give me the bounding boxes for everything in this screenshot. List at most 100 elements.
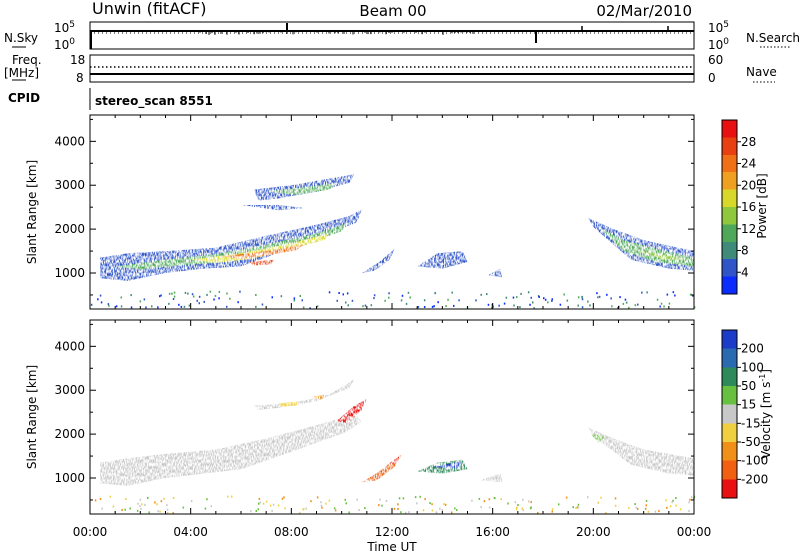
ground-speck [356, 498, 358, 501]
ground-speck [414, 496, 417, 499]
ground-speck [517, 504, 519, 506]
ground-speck [258, 502, 260, 505]
date-title: 02/Mar/2010 [596, 2, 692, 20]
ground-speck [505, 296, 508, 299]
ground-speck [342, 293, 344, 296]
colorbar-tick-label: -100 [741, 454, 768, 468]
ground-speck [100, 301, 103, 304]
ground-speck [338, 292, 340, 294]
echo-region [361, 453, 403, 483]
ground-speck [487, 303, 490, 306]
ground-speck [600, 496, 602, 499]
freq-tick-left-bottom: 8 [76, 71, 84, 85]
ground-speck [373, 297, 375, 300]
ground-speck [190, 500, 193, 503]
ground-speck [483, 500, 486, 503]
ground-speck [182, 506, 185, 509]
ground-speck [347, 304, 349, 307]
ground-speck [328, 291, 331, 294]
ground-speck [572, 506, 574, 509]
ground-speck [370, 304, 373, 307]
ground-speck [634, 503, 636, 506]
ground-speck [581, 296, 583, 299]
ground-speck [671, 501, 673, 504]
ground-speck [423, 299, 426, 302]
echo-region [100, 414, 362, 486]
ground-speck [409, 296, 411, 299]
velocity-panel-frame [89, 319, 695, 515]
ground-speck [434, 292, 437, 295]
ground-speck [168, 302, 170, 305]
ground-speck [143, 298, 146, 301]
ground-speck [259, 501, 262, 504]
ground-speck [515, 508, 518, 511]
ground-speck [281, 497, 284, 500]
ground-speck [203, 300, 205, 303]
ground-speck [614, 504, 617, 507]
ground-speck [121, 508, 123, 511]
ground-speck [516, 506, 518, 509]
ground-speck [454, 507, 456, 510]
ground-speck [272, 503, 275, 506]
ground-speck [453, 304, 455, 307]
ground-speck [283, 496, 285, 499]
ground-speck [533, 307, 535, 310]
ground-speck [140, 507, 142, 510]
ground-speck [137, 502, 139, 505]
ground-speck [656, 298, 659, 301]
ground-speck [309, 307, 311, 310]
ground-speck [519, 306, 521, 309]
echo-region [387, 456, 400, 465]
ground-speck [388, 296, 390, 299]
ground-speck [206, 498, 208, 501]
ground-speck [544, 298, 547, 301]
ground-speck [325, 502, 327, 505]
ground-speck [316, 305, 319, 308]
noise-tick-left-bottom: 100 [54, 37, 75, 52]
ground-speck [255, 305, 257, 308]
ground-speck [302, 306, 305, 309]
ground-speck [547, 301, 549, 304]
ground-speck [587, 300, 589, 303]
colorbar-tick-label: 16 [741, 200, 756, 214]
ground-speck [611, 305, 613, 308]
ground-speck [328, 499, 331, 502]
colorbar-tick-label: 20 [741, 178, 756, 192]
x-tick-label: 08:00 [274, 525, 309, 539]
y-tick-label: 3000 [54, 178, 85, 192]
ground-speck [500, 498, 502, 501]
ground-speck [364, 304, 367, 307]
ground-speck [641, 291, 643, 294]
ground-speck [302, 508, 305, 511]
echo-region [432, 461, 463, 469]
ground-speck [672, 291, 675, 294]
cpid-label: CPID [8, 91, 40, 105]
ground-speck [522, 509, 524, 512]
ground-speck [280, 295, 283, 298]
ground-speck [654, 510, 657, 513]
echo-region [588, 427, 694, 476]
ground-speck [668, 302, 671, 305]
freq-panel-frame [89, 54, 695, 83]
y-tick-label: 1000 [54, 266, 85, 280]
ground-speck [435, 511, 438, 514]
ground-speck [407, 291, 410, 294]
ground-speck [388, 292, 390, 295]
ground-speck [299, 512, 301, 515]
ground-speck [628, 306, 630, 309]
ground-speck [148, 511, 150, 514]
ground-speck [258, 497, 261, 500]
ground-speck [507, 502, 509, 505]
ground-speck [610, 297, 612, 300]
ground-speck [666, 506, 668, 509]
ground-speck [423, 306, 426, 308]
ground-speck [422, 509, 425, 512]
ground-speck [537, 511, 539, 514]
ground-speck [575, 507, 577, 510]
station-title: Unwin (fitACF) [92, 0, 206, 18]
velocity-colorbar-ticks: 200 100 50 15 -15 -50 -100 -200 [737, 342, 768, 486]
ground-speck [605, 512, 607, 514]
ground-speck [213, 298, 215, 301]
ground-speck [486, 293, 488, 296]
